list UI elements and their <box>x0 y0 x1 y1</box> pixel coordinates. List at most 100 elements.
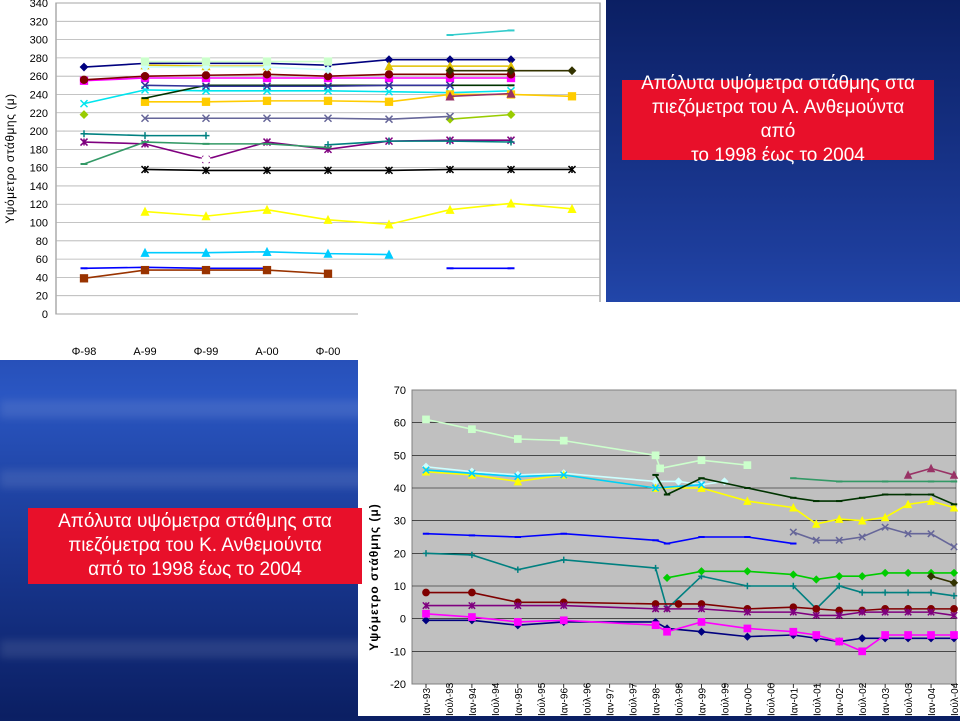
data-point <box>201 155 211 164</box>
series-line <box>930 575 955 584</box>
series-line <box>83 266 267 270</box>
data-point <box>445 204 455 214</box>
data-point <box>140 81 150 90</box>
data-point <box>881 523 889 531</box>
series <box>140 62 333 75</box>
data-point <box>881 608 889 616</box>
title-banner-k-text: Απόλυτα υψόμετρα στάθμης στα πιεζόμετρα … <box>58 511 332 580</box>
data-point <box>445 81 455 90</box>
data-point <box>789 502 798 512</box>
series <box>80 130 515 149</box>
data-point <box>835 536 843 544</box>
data-point <box>468 613 476 621</box>
data-point <box>140 265 150 275</box>
y-tick-label: 0 <box>400 614 406 626</box>
y-tick-label: 140 <box>30 181 48 193</box>
series <box>79 110 516 124</box>
series <box>445 88 516 101</box>
y-tick-label: 40 <box>394 483 406 495</box>
data-point <box>421 616 431 625</box>
series <box>446 29 515 37</box>
x-tick-label: Ιούλ-00 <box>765 682 777 716</box>
data-point <box>323 156 333 165</box>
data-point <box>790 582 797 590</box>
series-line <box>425 612 954 653</box>
data-point <box>812 536 820 544</box>
series <box>140 57 333 66</box>
chart-bottom-svg: -20 -10 0 10 20 30 40 50 60 70 Υψόμετρο στάθμης (μ… <box>367 385 960 716</box>
x-tick-label: Α-99 <box>133 346 156 358</box>
data-point <box>858 608 866 616</box>
data-point <box>140 247 150 257</box>
data-point <box>262 265 272 275</box>
data-point <box>422 601 430 610</box>
series-line <box>426 591 954 612</box>
data-point <box>858 589 866 596</box>
data-point <box>559 436 568 445</box>
data-point <box>904 530 912 538</box>
x-tick-label: Ιαν-99 <box>697 688 708 716</box>
data-point <box>950 543 958 551</box>
data-point <box>812 611 820 620</box>
data-point <box>140 206 150 216</box>
data-point <box>949 578 959 587</box>
y-tick-label: 300 <box>30 35 48 47</box>
y-tick-label: 100 <box>30 218 48 230</box>
data-point <box>468 551 476 559</box>
series-line <box>145 115 451 120</box>
data-point <box>262 246 272 256</box>
data-point <box>949 470 959 479</box>
data-point <box>201 71 211 80</box>
series-line <box>145 66 329 71</box>
data-point <box>468 425 476 434</box>
series <box>140 165 577 175</box>
series <box>422 532 797 545</box>
data-point <box>140 114 150 123</box>
data-point <box>560 556 567 564</box>
series-line <box>426 604 955 617</box>
x-tick-label: Ιούλ-93 <box>444 682 456 716</box>
data-point <box>836 582 843 590</box>
data-point <box>950 611 958 620</box>
data-point <box>323 269 333 278</box>
x-tick-label: Ιαν-93 <box>422 688 433 716</box>
data-point <box>384 166 394 175</box>
data-point <box>384 97 394 106</box>
y-tick-label: 70 <box>394 385 406 397</box>
x-tick-label: Ιαν-95 <box>514 688 525 716</box>
series <box>140 81 455 91</box>
data-point <box>506 88 516 98</box>
data-point <box>835 637 844 646</box>
x-tick-label: Ιούλ-03 <box>903 682 915 716</box>
y-tick-label: 0 <box>42 309 48 321</box>
data-point <box>201 114 211 123</box>
series-line <box>83 58 511 68</box>
data-point <box>674 600 683 608</box>
data-point <box>384 219 394 229</box>
x-tick-label: Ιαν-02 <box>835 688 846 716</box>
x-tick-label: Α-00 <box>255 346 278 358</box>
data-point <box>323 82 333 91</box>
data-point <box>697 483 706 492</box>
data-point <box>79 99 89 108</box>
data-point <box>880 512 890 522</box>
data-point <box>950 631 958 639</box>
series <box>422 415 752 473</box>
y-tick-label: 200 <box>30 126 48 138</box>
data-point <box>201 247 211 257</box>
data-point <box>201 57 211 66</box>
data-point <box>445 91 455 101</box>
series <box>80 141 332 165</box>
series <box>422 601 958 620</box>
x-tick-label: Ιαν-98 <box>652 688 663 716</box>
x-tick-label: Ιούλ-95 <box>536 682 548 716</box>
series-line <box>83 77 511 82</box>
y-tick-label: 220 <box>30 108 48 120</box>
data-point <box>79 138 89 147</box>
series <box>422 609 958 656</box>
x-tick-label: Φ-98 <box>72 346 97 358</box>
data-point <box>950 605 958 613</box>
x-tick-label: Ιαν-03 <box>881 688 892 716</box>
data-point <box>834 514 844 523</box>
data-point <box>926 463 936 473</box>
